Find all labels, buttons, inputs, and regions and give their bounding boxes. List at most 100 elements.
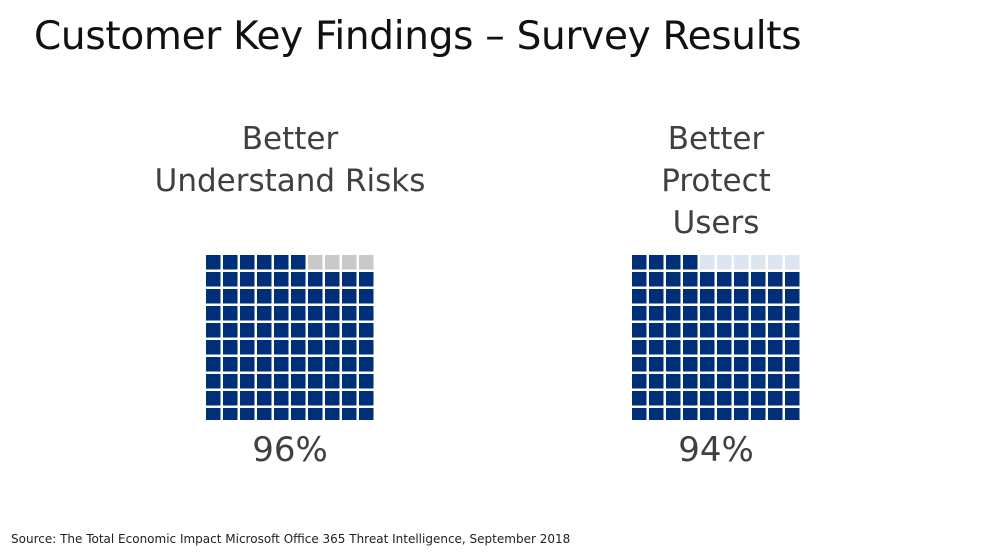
waffle-cell-filled — [785, 272, 800, 287]
waffle-cell-filled — [325, 306, 340, 321]
waffle-chart-understand-risks — [206, 255, 374, 420]
waffle-cell-filled — [325, 374, 340, 389]
waffle-cell-filled — [308, 306, 323, 321]
panel-understand-risks: Better Understand Risks 96% — [140, 118, 440, 470]
waffle-cell-filled — [223, 289, 238, 304]
waffle-cell-filled — [683, 323, 698, 338]
waffle-cell-filled — [325, 323, 340, 338]
waffle-cell-filled — [751, 391, 766, 406]
waffle-cell-filled — [223, 306, 238, 321]
waffle-cell-filled — [325, 289, 340, 304]
waffle-cell-filled — [649, 408, 664, 420]
waffle-cell-filled — [768, 289, 783, 304]
waffle-cell-filled — [291, 340, 306, 355]
waffle-cell-filled — [751, 323, 766, 338]
waffle-cell-empty — [785, 255, 800, 270]
waffle-cell-filled — [240, 408, 255, 420]
waffle-cell-filled — [666, 340, 681, 355]
waffle-cell-filled — [274, 272, 289, 287]
waffle-cell-filled — [649, 272, 664, 287]
waffle-cell-filled — [785, 323, 800, 338]
waffle-cell-filled — [257, 408, 272, 420]
waffle-cell-filled — [257, 374, 272, 389]
waffle-cell-filled — [632, 391, 647, 406]
waffle-cell-filled — [308, 408, 323, 420]
waffle-cell-filled — [223, 323, 238, 338]
waffle-cell-filled — [649, 391, 664, 406]
waffle-cell-filled — [308, 289, 323, 304]
waffle-cell-filled — [325, 357, 340, 372]
waffle-cell-filled — [666, 357, 681, 372]
waffle-cell-filled — [683, 391, 698, 406]
waffle-cell-filled — [257, 255, 272, 270]
waffle-cell-filled — [342, 323, 357, 338]
label-line: Better — [667, 121, 765, 157]
waffle-cell-empty — [342, 255, 357, 270]
waffle-cell-filled — [768, 272, 783, 287]
waffle-cell-filled — [734, 408, 749, 420]
waffle-cell-filled — [206, 272, 221, 287]
waffle-cell-filled — [666, 255, 681, 270]
waffle-cell-filled — [325, 272, 340, 287]
waffle-cell-filled — [257, 391, 272, 406]
waffle-cell-filled — [734, 391, 749, 406]
waffle-cell-filled — [632, 357, 647, 372]
waffle-cell-filled — [649, 374, 664, 389]
waffle-cell-filled — [734, 323, 749, 338]
waffle-cell-filled — [700, 289, 715, 304]
waffle-cell-filled — [666, 323, 681, 338]
waffle-cell-filled — [257, 306, 272, 321]
waffle-cell-filled — [717, 340, 732, 355]
waffle-cell-filled — [700, 391, 715, 406]
waffle-cell-filled — [274, 289, 289, 304]
waffle-cell-filled — [734, 357, 749, 372]
label-line: Understand Risks — [154, 163, 426, 199]
waffle-cell-filled — [223, 374, 238, 389]
waffle-cell-filled — [359, 323, 374, 338]
waffle-cell-empty — [359, 255, 374, 270]
waffle-cell-filled — [257, 357, 272, 372]
waffle-cell-filled — [649, 323, 664, 338]
waffle-cell-filled — [274, 340, 289, 355]
waffle-cell-filled — [291, 272, 306, 287]
waffle-cell-filled — [666, 272, 681, 287]
waffle-cell-filled — [342, 357, 357, 372]
waffle-cell-filled — [717, 306, 732, 321]
waffle-cell-filled — [751, 340, 766, 355]
waffle-cell-filled — [751, 408, 766, 420]
waffle-cell-filled — [206, 408, 221, 420]
waffle-cell-empty — [768, 255, 783, 270]
waffle-cell-filled — [785, 340, 800, 355]
waffle-cell-filled — [223, 255, 238, 270]
waffle-cell-filled — [308, 391, 323, 406]
waffle-cell-filled — [785, 391, 800, 406]
waffle-cell-filled — [359, 408, 374, 420]
waffle-cell-filled — [359, 306, 374, 321]
waffle-cell-filled — [359, 391, 374, 406]
waffle-cell-empty — [308, 255, 323, 270]
waffle-cell-filled — [240, 374, 255, 389]
waffle-cell-filled — [632, 272, 647, 287]
waffle-cell-filled — [700, 374, 715, 389]
waffle-cell-filled — [223, 357, 238, 372]
waffle-cell-filled — [666, 374, 681, 389]
waffle-cell-filled — [240, 323, 255, 338]
waffle-cell-filled — [240, 289, 255, 304]
waffle-cell-filled — [751, 357, 766, 372]
waffle-cell-filled — [768, 323, 783, 338]
waffle-cell-filled — [257, 340, 272, 355]
waffle-cell-filled — [717, 323, 732, 338]
waffle-cell-filled — [308, 272, 323, 287]
waffle-cell-filled — [274, 357, 289, 372]
waffle-cell-filled — [342, 272, 357, 287]
waffle-cell-filled — [291, 306, 306, 321]
waffle-cell-filled — [240, 340, 255, 355]
waffle-cell-filled — [632, 323, 647, 338]
waffle-cell-filled — [632, 306, 647, 321]
panel-protect-users: Better Protect Users 94% — [566, 118, 866, 470]
waffle-cell-filled — [223, 272, 238, 287]
waffle-cell-filled — [274, 306, 289, 321]
waffle-cell-filled — [751, 374, 766, 389]
waffle-cell-filled — [274, 391, 289, 406]
waffle-cell-filled — [632, 408, 647, 420]
